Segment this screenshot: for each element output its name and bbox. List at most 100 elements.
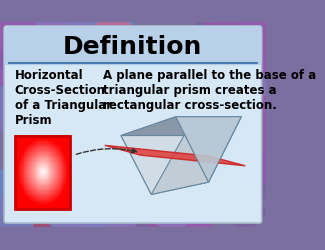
Bar [29,135,30,136]
Bar [57,135,58,136]
Bar [27,205,28,206]
Bar [34,148,35,150]
Bar [17,155,18,156]
Bar [16,135,17,136]
Bar [60,152,61,154]
Bar [22,191,23,193]
Bar [55,199,56,200]
Bar [59,173,60,174]
Bar [40,199,41,200]
Bar [57,148,58,150]
Bar [59,160,60,161]
Bar [27,147,28,149]
Bar [48,169,49,171]
Bar [39,177,40,178]
Bar [64,184,65,186]
Bar [39,139,40,140]
Bar [22,199,23,200]
Bar [48,192,50,194]
Bar [47,147,48,149]
Bar [48,195,50,196]
Bar [35,191,36,193]
Bar [55,186,56,188]
Bar [28,151,29,152]
Bar [24,206,26,208]
Bar [60,140,61,141]
Bar [19,170,20,172]
Bar [60,185,61,187]
Bar [55,183,56,184]
Bar [25,206,27,208]
Bar [51,142,53,144]
Bar [60,150,61,151]
Bar [40,156,41,158]
Bar [27,198,28,199]
Bar [37,151,39,152]
Bar [63,164,65,166]
Bar [46,172,47,173]
Bar [55,174,56,176]
Bar [57,202,58,204]
Bar [65,185,66,187]
Bar [18,201,19,202]
Bar [39,136,40,138]
Bar [69,139,70,140]
Bar [39,140,40,141]
Polygon shape [143,174,180,211]
Bar [54,190,55,192]
Polygon shape [121,136,184,195]
Bar [47,184,48,186]
Bar [57,176,58,177]
Bar [16,156,17,158]
Bar [40,174,41,176]
Bar [59,180,60,182]
Bar [61,183,63,184]
Bar [62,179,64,180]
Bar [39,184,40,186]
Bar [27,169,28,171]
Polygon shape [175,153,208,186]
Bar [43,189,44,190]
Bar [70,173,71,174]
Bar [31,182,32,183]
Bar [61,152,63,154]
Bar [19,151,20,152]
Bar [36,156,38,158]
Bar [29,140,30,141]
Bar [23,191,25,193]
Bar [61,156,63,158]
Bar [32,185,33,187]
Bar [42,155,43,156]
Bar [30,167,31,168]
Bar [27,190,28,192]
Polygon shape [0,38,74,125]
Bar [48,204,49,205]
Bar [52,190,53,192]
Bar [30,139,31,140]
Bar [60,142,62,144]
Bar [23,206,24,208]
Bar [59,144,60,145]
Bar [39,189,40,190]
Bar [16,145,17,146]
Bar [39,205,40,206]
Bar [70,158,71,160]
Bar [66,164,67,166]
Bar [42,144,43,145]
Bar [70,156,71,158]
Bar [19,176,20,177]
Bar [57,161,58,162]
Bar [70,166,71,167]
Bar [50,201,52,202]
Bar [61,150,63,151]
Bar [59,191,60,193]
Bar [62,166,64,167]
Bar [23,179,25,180]
Bar [23,146,24,148]
Bar [31,163,32,165]
Bar [53,168,54,170]
Bar [19,207,20,209]
Bar [38,204,40,205]
Bar [23,162,24,164]
Bar [67,185,68,187]
